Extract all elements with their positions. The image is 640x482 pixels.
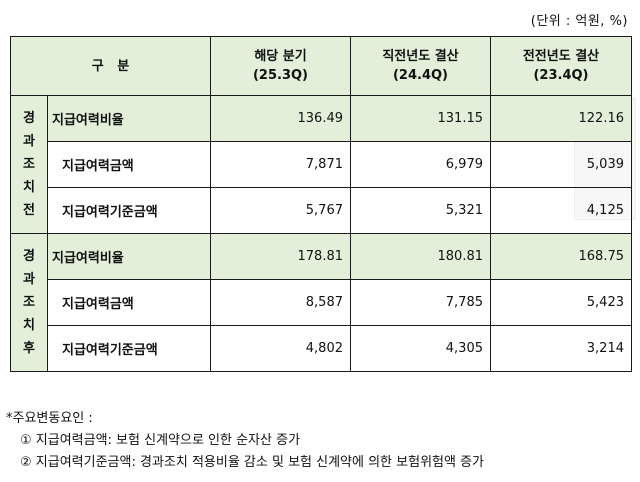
row-item: 지급여력기준금액 [47, 187, 211, 234]
header-col-prior2-line1: 전전년도 결산 [522, 49, 600, 64]
cell-value: 8,587 [210, 279, 351, 326]
cell-value: 3,214 [490, 325, 632, 372]
header-col-prior-line2: (24.4Q) [392, 68, 448, 83]
header-col-prior: 직전년도 결산 (24.4Q) [350, 36, 491, 96]
unit-label: (단위 : 억원, %) [530, 14, 628, 29]
cell-value: 7,785 [350, 279, 491, 326]
header-col-current: 해당 분기 (25.3Q) [210, 36, 351, 96]
cell-value: 4,802 [210, 325, 351, 372]
cell-value: 4,305 [350, 325, 491, 372]
row-item: 지급여력기준금액 [47, 325, 211, 372]
notes-title: *주요변동요인 : [6, 411, 93, 426]
cell-value: 7,871 [210, 141, 351, 188]
table-header-row: 구 분 해당 분기 (25.3Q) 직전년도 결산 (24.4Q) 전전년도 결… [10, 36, 632, 96]
table-row: 지급여력기준금액 4,802 4,305 3,214 [11, 325, 632, 372]
cell-value: 136.49 [210, 95, 351, 142]
cell-value: 6,979 [350, 141, 491, 188]
row-item: 지급여력비율 [47, 95, 211, 142]
cell-value: 5,039 [490, 141, 632, 188]
note-item-2: ② 지급여력기준금액: 경과조치 적용비율 감소 및 보험 신계약에 의한 보험… [20, 455, 484, 470]
solvency-table: 구 분 해당 분기 (25.3Q) 직전년도 결산 (24.4Q) 전전년도 결… [10, 36, 632, 372]
cell-value: 168.75 [490, 233, 632, 280]
table-row: 경과조치전 지급여력비율 136.49 131.15 122.16 [10, 95, 632, 234]
header-col-prior-line1: 직전년도 결산 [382, 49, 459, 64]
header-col-prior2: 전전년도 결산 (23.4Q) [490, 36, 632, 96]
table-row: 지급여력금액 8,587 7,785 5,423 [11, 279, 632, 326]
cell-value: 5,767 [210, 187, 351, 234]
row-item: 지급여력비율 [47, 233, 211, 280]
notes-section: *주요변동요인 : ① 지급여력금액: 보험 신계약으로 인한 순자산 증가 ②… [6, 408, 484, 474]
cell-value: 131.15 [350, 95, 491, 142]
cell-value: 4,125 [490, 187, 632, 234]
table-row: 지급여력금액 7,871 6,979 5,039 [11, 141, 632, 188]
cell-value: 5,423 [490, 279, 632, 326]
table-row: 지급여력기준금액 5,767 5,321 4,125 [11, 187, 632, 234]
group-label-before: 경과조치전 [10, 95, 48, 234]
cell-value: 178.81 [210, 233, 351, 280]
note-item-1: ① 지급여력금액: 보험 신계약으로 인한 순자산 증가 [20, 433, 301, 448]
table-row: 경과조치후 지급여력비율 178.81 180.81 168.75 [10, 233, 632, 372]
group-label-after: 경과조치후 [10, 233, 48, 372]
row-item: 지급여력금액 [47, 141, 211, 188]
header-col-prior2-line2: (23.4Q) [533, 68, 589, 83]
header-col-current-line2: (25.3Q) [252, 68, 308, 83]
cell-value: 5,321 [350, 187, 491, 234]
cell-value: 122.16 [490, 95, 632, 142]
header-category: 구 분 [10, 36, 211, 96]
header-col-current-line1: 해당 분기 [254, 49, 307, 64]
cell-value: 180.81 [350, 233, 491, 280]
row-item: 지급여력금액 [47, 279, 211, 326]
